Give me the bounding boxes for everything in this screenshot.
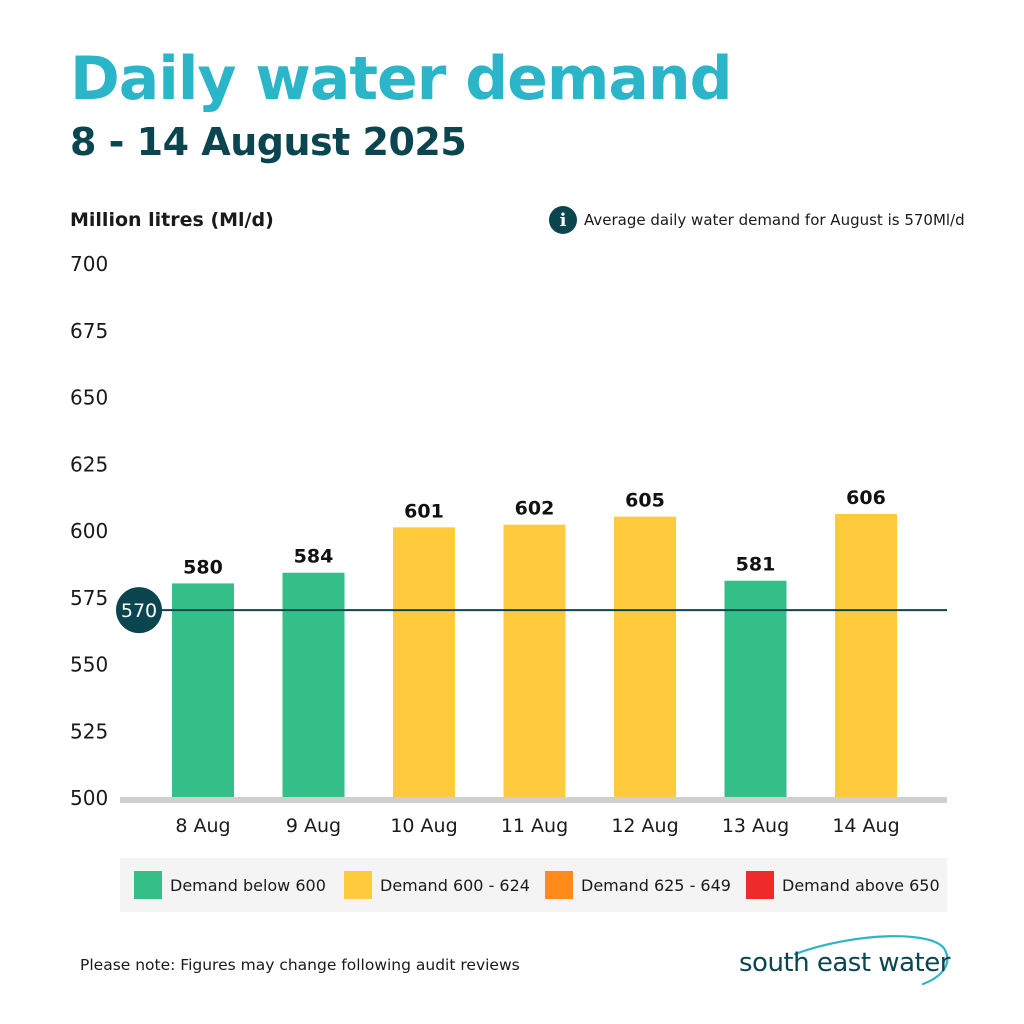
- y-tick-label: 700: [70, 252, 108, 276]
- average-marker: [116, 587, 162, 634]
- y-tick-label: 500: [70, 786, 108, 810]
- legend-label: Demand 600 - 624: [380, 875, 530, 895]
- bar: [614, 516, 676, 797]
- x-tick-label: 9 Aug: [286, 815, 341, 837]
- y-tick-label: 525: [70, 719, 108, 743]
- y-tick-label: 550: [70, 653, 108, 677]
- average-marker-label: 570: [121, 600, 157, 622]
- info-icon: i: [549, 206, 577, 234]
- legend-label: Demand 625 - 649: [581, 875, 731, 895]
- y-axis-label: Million litres (Ml/d): [70, 209, 274, 231]
- x-tick-label: 8 Aug: [175, 815, 230, 837]
- legend-swatch: [746, 871, 774, 899]
- bar-value-label: 581: [736, 554, 776, 576]
- bar: [724, 580, 787, 797]
- bar-value-label: 602: [515, 498, 555, 520]
- x-axis-baseline: [120, 797, 947, 803]
- legend-item-600-624: Demand 600 - 624: [344, 871, 530, 899]
- average-note-text: Average daily water demand for August is…: [584, 211, 965, 229]
- y-tick-label: 650: [70, 386, 108, 410]
- y-tick-label: 625: [70, 452, 108, 476]
- y-tick-label: 675: [70, 319, 108, 343]
- south-east-water-logo: south east water: [735, 934, 955, 986]
- legend-swatch: [344, 871, 372, 899]
- legend-item-above-650: Demand above 650: [746, 871, 940, 899]
- average-note: i Average daily water demand for August …: [549, 206, 965, 234]
- footnote: Please note: Figures may change followin…: [80, 956, 520, 974]
- x-tick-label: 13 Aug: [722, 815, 789, 837]
- logo-swoosh-icon: [793, 935, 949, 986]
- bar-value-label: 601: [404, 500, 444, 522]
- bar: [393, 527, 455, 797]
- x-tick-label: 10 Aug: [390, 815, 457, 837]
- legend-swatch: [545, 871, 573, 899]
- bar: [835, 513, 897, 797]
- legend-label: Demand above 650: [782, 875, 940, 895]
- logo-text: south east water: [739, 948, 950, 978]
- bar-value-label: 605: [625, 490, 665, 512]
- page-title: Daily water demand: [70, 44, 733, 114]
- bar: [282, 572, 345, 797]
- legend-item-625-649: Demand 625 - 649: [545, 871, 731, 899]
- y-tick-label: 575: [70, 586, 108, 610]
- bar-value-label: 584: [294, 546, 334, 568]
- legend-swatch: [134, 871, 162, 899]
- legend-item-below-600: Demand below 600: [134, 871, 326, 899]
- x-tick-label: 12 Aug: [611, 815, 678, 837]
- bar: [503, 524, 566, 797]
- y-tick-label: 600: [70, 519, 108, 543]
- legend-label: Demand below 600: [170, 875, 326, 895]
- bar: [172, 583, 234, 797]
- x-tick-label: 14 Aug: [832, 815, 899, 837]
- legend: Demand below 600 Demand 600 - 624 Demand…: [120, 858, 947, 912]
- bar-value-label: 580: [183, 556, 223, 578]
- bar-value-label: 606: [846, 487, 886, 509]
- x-tick-label: 11 Aug: [501, 815, 568, 837]
- page-subtitle: 8 - 14 August 2025: [70, 120, 467, 164]
